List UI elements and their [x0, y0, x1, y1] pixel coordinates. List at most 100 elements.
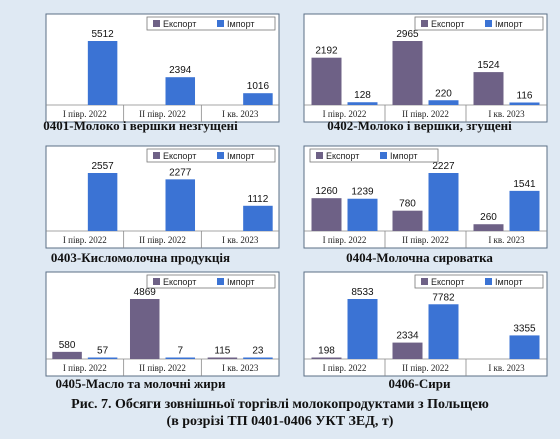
- legend-label-export: Експорт: [163, 277, 196, 287]
- category-label: I кв. 2023: [222, 109, 259, 119]
- legend-swatch-import: [217, 278, 224, 285]
- bar-export: [52, 351, 82, 359]
- data-label: 1239: [351, 187, 374, 198]
- legend-box: [414, 16, 544, 31]
- category-label: I півр. 2022: [323, 235, 367, 245]
- legend-box: [146, 16, 276, 31]
- bar-import: [243, 205, 273, 231]
- bar-import: [243, 357, 273, 359]
- legend-label-import: Імпорт: [495, 277, 523, 287]
- chart-caption: 0403-Кисломолочна продукція: [50, 250, 231, 265]
- category-label: I кв. 2023: [222, 235, 259, 245]
- legend-swatch-export: [421, 20, 428, 27]
- bar-import: [165, 179, 196, 231]
- legend-box: [414, 274, 544, 289]
- legend-label-import: Імпорт: [390, 151, 418, 161]
- legend-box: [146, 274, 276, 289]
- category-label: II півр. 2022: [139, 235, 186, 245]
- legend: Експорт Імпорт: [146, 274, 276, 289]
- chart-svg-5: I півр. 2022 580 57 II півр. 2022 4869 7 I кв.…: [45, 271, 280, 377]
- chart-panel-6: I півр. 2022 198 8533 II півр. 2022 2334 7782…: [287, 266, 552, 392]
- data-label: 57: [97, 346, 109, 357]
- bar-import: [347, 102, 378, 105]
- chart-panel-1: I півр. 2022 5512 II півр. 2022 2394 I кв. 2…: [8, 8, 280, 134]
- legend: Експорт Імпорт: [414, 274, 544, 289]
- category-label: I півр. 2022: [323, 109, 367, 119]
- category-label: II півр. 2022: [402, 109, 449, 119]
- bar-export: [311, 357, 342, 359]
- legend-label-export: Експорт: [163, 151, 196, 161]
- data-label: 128: [354, 90, 371, 101]
- bar-export: [392, 210, 423, 231]
- data-label: 7782: [432, 292, 455, 303]
- bar-export: [129, 299, 160, 359]
- data-label: 7: [177, 346, 183, 357]
- data-label: 1016: [247, 81, 270, 92]
- data-label: 580: [59, 340, 76, 351]
- legend: Експорт Імпорт: [146, 16, 276, 31]
- chart-svg-6: I півр. 2022 198 8533 II півр. 2022 2334 7782…: [303, 271, 548, 377]
- legend-swatch-import: [485, 20, 492, 27]
- legend-box: [146, 148, 276, 163]
- data-label: 260: [480, 212, 497, 223]
- bar-import: [509, 190, 540, 231]
- bar-export: [392, 342, 423, 359]
- data-label: 5512: [91, 29, 114, 40]
- legend-swatch-import: [380, 152, 387, 159]
- data-label: 2394: [169, 65, 192, 76]
- data-label: 2334: [396, 331, 419, 342]
- data-label: 1260: [315, 186, 338, 197]
- data-label: 4869: [134, 287, 157, 298]
- category-label: I півр. 2022: [63, 235, 107, 245]
- bar-import: [509, 335, 540, 359]
- plot-area: [45, 13, 280, 123]
- data-label: 198: [318, 346, 335, 357]
- legend-label-import: Імпорт: [227, 151, 255, 161]
- bar-import: [509, 102, 540, 105]
- chart-panel-4: I півр. 2022 1260 1239 II півр. 2022 780 2227…: [287, 140, 552, 266]
- legend-swatch-export: [153, 152, 160, 159]
- bar-import: [87, 357, 118, 359]
- data-label: 2965: [396, 29, 419, 40]
- chart-svg-2: I півр. 2022 2192 128 II півр. 2022 2965 220 I…: [303, 13, 548, 123]
- bar-import: [243, 93, 273, 105]
- figure-caption: Рис. 7. Обсяги зовнішньої торгівлі молок…: [0, 396, 560, 430]
- legend-label-export: Експорт: [163, 19, 196, 29]
- category-label: I кв. 2023: [488, 109, 525, 119]
- legend-box: [309, 148, 439, 163]
- data-label: 780: [399, 199, 416, 210]
- legend: Експорт Імпорт: [309, 148, 439, 163]
- legend-swatch-export: [421, 278, 428, 285]
- bar-import: [165, 357, 196, 359]
- data-label: 2557: [91, 161, 114, 172]
- chart-caption: 0402-Молоко і вершки, згущені: [327, 118, 512, 133]
- bar-import: [428, 173, 459, 231]
- legend-label-export: Експорт: [431, 277, 464, 287]
- bar-export: [392, 41, 423, 105]
- chart-caption: 0406-Сири: [388, 376, 451, 391]
- bar-import: [428, 100, 459, 105]
- category-label: II півр. 2022: [402, 235, 449, 245]
- category-label: I півр. 2022: [323, 363, 367, 373]
- data-label: 1541: [513, 179, 536, 190]
- legend-label-export: Експорт: [431, 19, 464, 29]
- chart-svg-3: I півр. 2022 2557 II півр. 2022 2277 I кв. 2…: [45, 145, 280, 249]
- chart-caption: 0405-Масло та молочні жири: [55, 376, 226, 391]
- category-label: II півр. 2022: [139, 109, 186, 119]
- data-label: 1524: [477, 60, 500, 71]
- plot-area: [303, 13, 548, 123]
- legend: Експорт Імпорт: [146, 148, 276, 163]
- bar-import: [87, 173, 118, 231]
- chart-caption: 0401-Молоко і вершки незгущені: [43, 118, 238, 133]
- legend-swatch-import: [217, 20, 224, 27]
- bar-import: [428, 304, 459, 359]
- bar-export: [473, 224, 504, 231]
- legend-swatch-export: [153, 20, 160, 27]
- chart-panel-3: I півр. 2022 2557 II півр. 2022 2277 I кв. 2…: [8, 140, 280, 266]
- category-label: I кв. 2023: [488, 363, 525, 373]
- chart-panel-2: I півр. 2022 2192 128 II півр. 2022 2965 220 I…: [287, 8, 552, 134]
- legend-swatch-export: [316, 152, 323, 159]
- category-label: I кв. 2023: [488, 235, 525, 245]
- data-label: 2192: [315, 46, 338, 57]
- data-label: 116: [517, 90, 533, 101]
